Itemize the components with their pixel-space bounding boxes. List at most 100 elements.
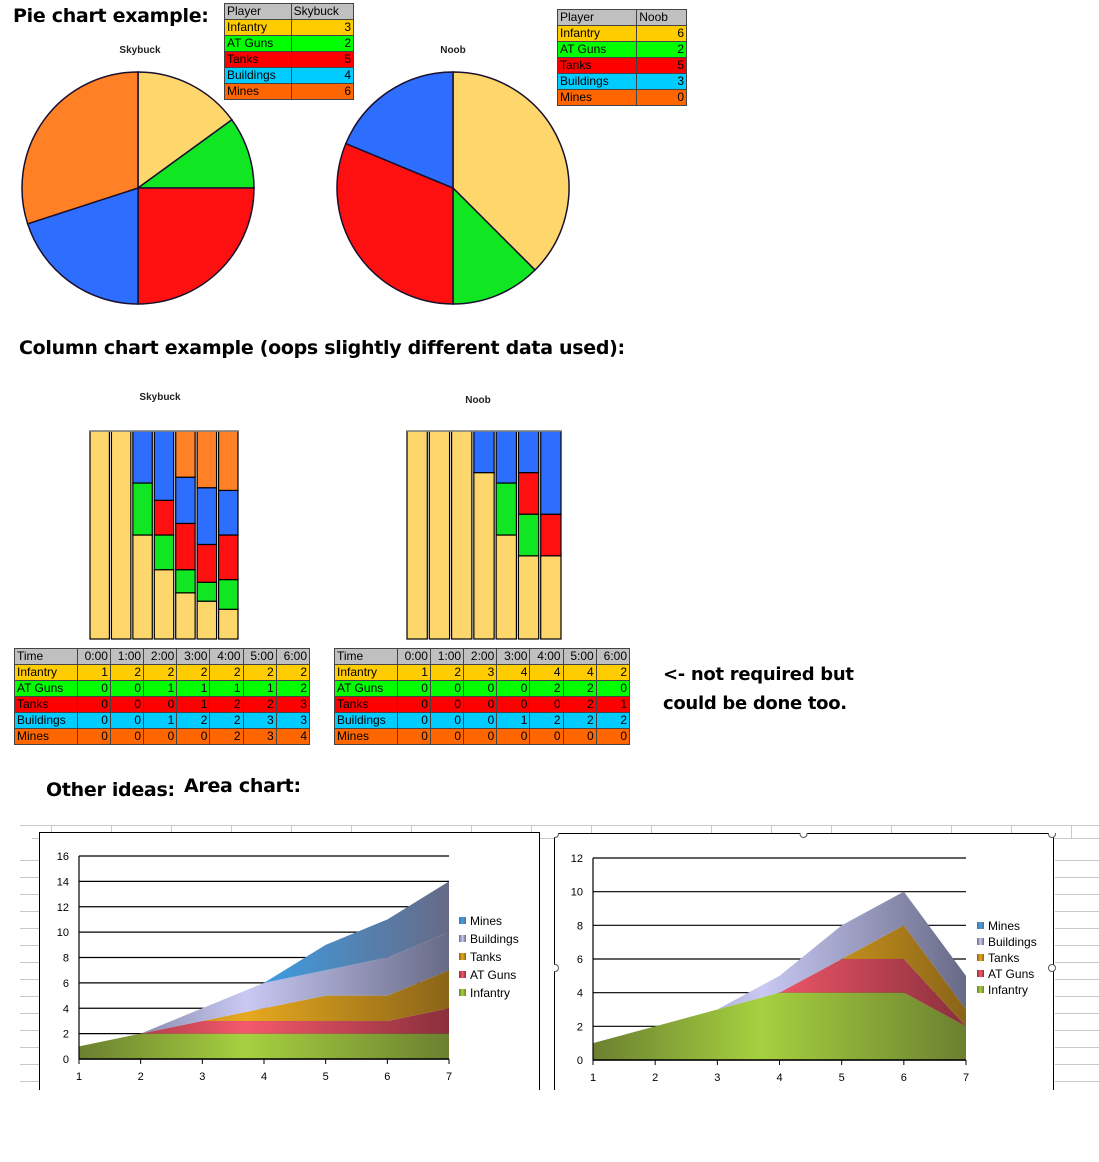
table-row-buildings: Buildings 0 0 1 2 2 3 3: [14, 712, 311, 729]
y-tick-label: 8: [63, 953, 69, 965]
legend-label-tanks: Tanks: [470, 950, 501, 964]
row-label-cell: Infantry: [556, 25, 638, 42]
table-row-tanks: Tanks 0 0 0 0 0 2 1: [334, 696, 631, 713]
column-segment-infantry: [517, 555, 540, 640]
header-cell: 6:00: [595, 648, 631, 665]
value-cell: 0: [429, 712, 465, 729]
row-label-cell: Buildings: [334, 712, 398, 729]
value-cell: 0: [463, 696, 498, 713]
table-row-infantry: Infantry 1 2 2 2 2 2 2: [14, 664, 311, 681]
table-row-mines: Mines 6: [224, 83, 355, 100]
header-cell: 6:00: [275, 648, 311, 665]
x-tick-label: 3: [714, 1072, 720, 1084]
legend-swatch-at-guns: [977, 970, 984, 977]
x-tick-label: 1: [76, 1071, 82, 1083]
column-segment-at-guns: [217, 578, 239, 610]
pie-section-heading: Pie chart example:: [13, 5, 209, 27]
value-cell: 2: [595, 664, 631, 681]
header-cell: Player: [556, 9, 638, 26]
y-tick-label: 12: [57, 902, 69, 914]
pie-slice-buildings: [344, 71, 454, 190]
table-row-mines: Mines 0: [556, 89, 687, 106]
resize-handle[interactable]: [554, 964, 559, 972]
value-cell: 0: [143, 728, 178, 745]
value-cell: 0: [463, 680, 498, 697]
column-segment-buildings: [217, 489, 239, 536]
legend-label-buildings: Buildings: [988, 935, 1037, 949]
row-label-cell: Infantry: [334, 664, 398, 681]
value-cell: 0: [396, 712, 431, 729]
header-cell: 4:00: [209, 648, 244, 665]
column-segment-infantry: [495, 534, 518, 640]
column-segment-tanks: [175, 522, 196, 571]
x-tick-label: 5: [839, 1072, 845, 1084]
column-segment-at-guns: [196, 581, 218, 602]
y-tick-label: 0: [63, 1054, 69, 1066]
legend-label-tanks: Tanks: [988, 951, 1019, 965]
legend-swatch-infantry: [977, 986, 984, 993]
row-label-cell: Tanks: [556, 57, 638, 74]
table-row-infantry: Infantry 6: [556, 25, 687, 42]
table-row-tanks: Tanks 5: [224, 51, 355, 68]
row-label-cell: Mines: [334, 728, 398, 745]
column-segment-mines: [196, 430, 218, 489]
value-cell: 2: [109, 664, 145, 681]
resize-handle[interactable]: [554, 833, 559, 838]
value-cell: 0: [76, 696, 111, 713]
y-tick-label: 14: [57, 876, 69, 888]
value-cell: 0: [463, 712, 498, 729]
value-cell: 2: [176, 664, 211, 681]
column-segment-infantry: [428, 430, 451, 640]
value-cell: 2: [429, 664, 465, 681]
y-tick-label: 16: [57, 851, 69, 863]
legend-swatch-at-guns: [459, 971, 466, 978]
y-tick-label: 6: [577, 954, 583, 966]
value-cell: 1: [496, 712, 531, 729]
column-segment-buildings: [175, 476, 196, 525]
value-cell: 0: [76, 680, 111, 697]
legend-label-mines: Mines: [470, 914, 502, 928]
x-tick-label: 6: [384, 1071, 390, 1083]
x-tick-label: 4: [776, 1072, 782, 1084]
column-segment-tanks: [196, 543, 218, 583]
value-cell: 0: [396, 680, 431, 697]
column-segment-infantry: [110, 430, 132, 640]
area-series-buildings: [79, 932, 449, 1047]
column-chart-skybuck: [89, 430, 239, 640]
area-series-infantry: [79, 1033, 449, 1059]
x-tick-label: 1: [590, 1072, 596, 1084]
resize-handle[interactable]: [799, 833, 808, 838]
column-segment-infantry: [196, 600, 218, 640]
pie-slice-tanks: [137, 187, 255, 305]
column-segment-mines: [217, 430, 239, 492]
pie-slice-at-guns: [135, 118, 255, 189]
data-table-noob: Player Noob Infantry 6 AT Guns 2 Tanks 5 Buildin…: [556, 9, 687, 106]
pie-slice-buildings: [26, 186, 139, 305]
value-cell: 1: [242, 680, 277, 697]
value-cell: 0: [109, 728, 145, 745]
value-cell: 0: [429, 680, 465, 697]
column-segment-buildings: [540, 430, 562, 515]
column-segment-buildings: [517, 430, 540, 474]
legend-swatch-buildings: [977, 938, 984, 945]
column-chart-noob: [406, 430, 562, 640]
header-cell: 5:00: [562, 648, 597, 665]
y-tick-label: 2: [63, 1029, 69, 1041]
value-cell: 1: [143, 712, 178, 729]
y-tick-label: 4: [577, 988, 583, 1000]
value-cell: 3: [636, 73, 687, 90]
value-cell: 2: [275, 664, 311, 681]
value-cell: 0: [636, 89, 687, 106]
resize-handle[interactable]: [1048, 833, 1056, 838]
table-row-at-guns: AT Guns 2: [224, 35, 355, 52]
header-cell: 2:00: [143, 648, 178, 665]
column-segment-buildings: [196, 487, 218, 546]
value-cell: 0: [496, 696, 531, 713]
y-tick-label: 8: [577, 920, 583, 932]
table-row-tanks: Tanks 0 0 0 1 2 2 3: [14, 696, 311, 713]
resize-handle[interactable]: [1048, 964, 1056, 972]
table-row-infantry: Infantry 3: [224, 19, 355, 36]
column-segment-at-guns: [517, 513, 540, 557]
